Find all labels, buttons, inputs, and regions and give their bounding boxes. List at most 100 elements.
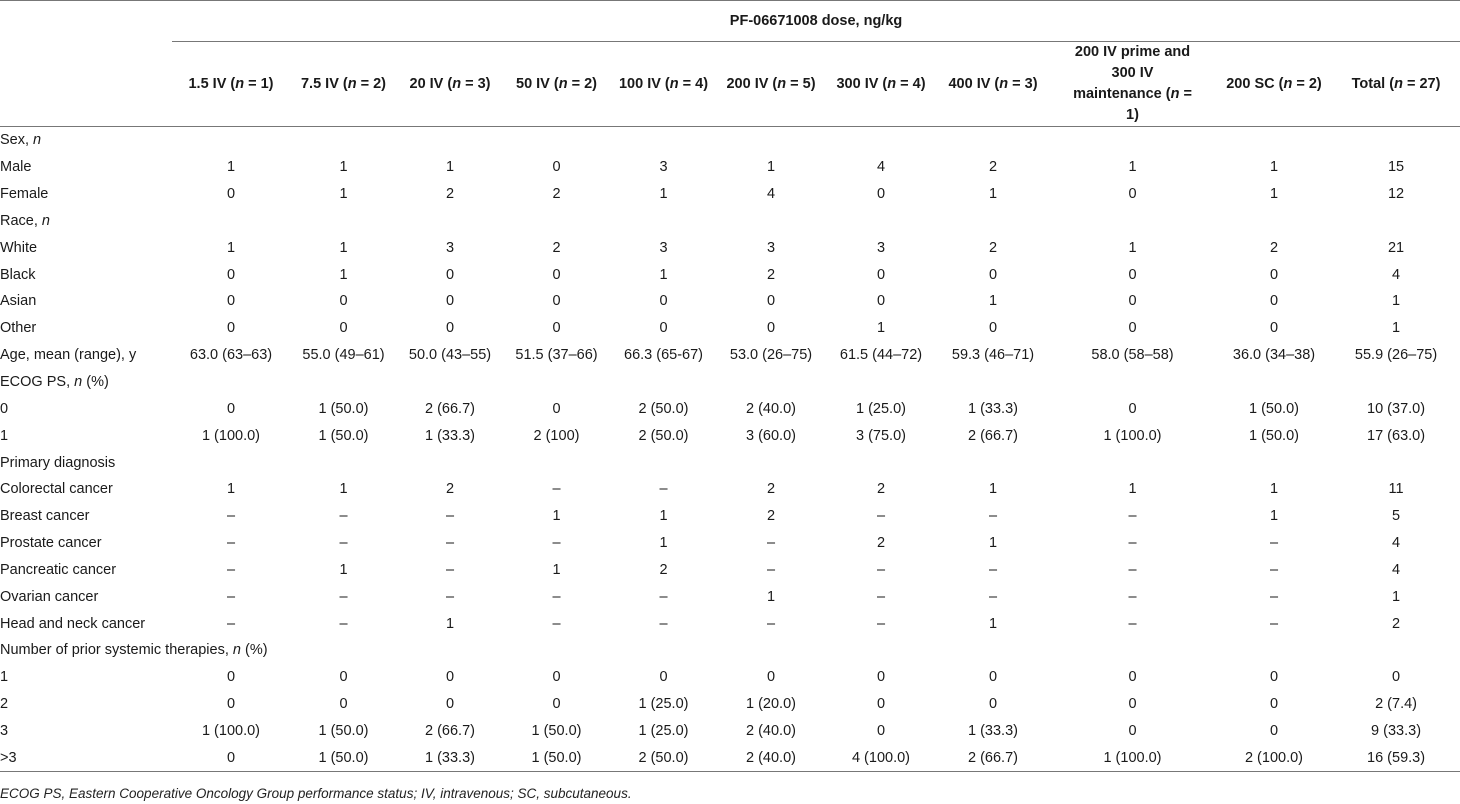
column-header-count: = 2) — [567, 75, 597, 92]
table-cell: 2 (40.0) — [746, 722, 796, 739]
table-cell: – — [226, 508, 236, 525]
row-label-text: Breast cancer — [0, 508, 90, 525]
table-cell: 0 — [766, 293, 776, 310]
table-cell: 0 — [445, 293, 455, 310]
table-cell: – — [659, 615, 668, 632]
row-label: Breast cancer — [0, 503, 172, 530]
column-header: 200 IV prime and 300 IV maintenance (n =… — [1049, 41, 1216, 127]
row-label: Pancreatic cancer — [0, 557, 172, 584]
table-cell: 0 — [339, 320, 348, 337]
table-cell: 3 — [659, 239, 668, 256]
row-label: 1 — [0, 664, 172, 691]
table-cell: 16 (59.3) — [1332, 744, 1460, 773]
table-cell — [1049, 637, 1216, 664]
row-label-text: Head and neck cancer — [0, 615, 146, 632]
table-row: 0 0 1 (50.0) 2 (66.7) 0 2 (50.0) 2 (40.0) 1 (25… — [0, 395, 1460, 422]
table-cell: 21 — [1387, 239, 1405, 256]
table-cell: 1 — [1128, 481, 1137, 498]
column-header-count: = 3) — [461, 75, 491, 92]
table-cell — [1216, 449, 1332, 476]
table-cell: 1 (50.0) — [318, 400, 369, 417]
table-cell: 0 — [1392, 669, 1401, 686]
section-label: Primary diagnosis — [0, 449, 172, 476]
table-cell: 51.5 (37–66) — [515, 347, 598, 364]
table-cell: 1 — [659, 508, 668, 525]
table-cell: 1 — [226, 481, 236, 498]
table-cell: 1 — [1269, 159, 1279, 176]
table-cell: 0 — [1269, 696, 1279, 713]
table-cell: 1 — [1392, 293, 1401, 310]
table-cell — [1332, 208, 1460, 235]
column-header-n: n — [887, 75, 897, 92]
column-header-count: = 1) — [244, 75, 274, 92]
row-label-text: Ovarian cancer — [0, 588, 99, 605]
table-cell: 2 (7.4) — [1375, 696, 1417, 713]
row-label: Ovarian cancer — [0, 583, 172, 610]
table-cell: 11 — [1388, 481, 1404, 498]
table-cell: 1 — [876, 320, 886, 337]
table-cell: 0 — [172, 744, 290, 773]
table-cell: 0 — [1128, 400, 1137, 417]
table-cell: 0 — [988, 669, 998, 686]
table-cell: 1 — [766, 588, 776, 605]
table-cell: 1 — [766, 159, 776, 176]
table-cell: – — [226, 535, 236, 552]
table-cell: – — [1128, 615, 1137, 632]
column-header-n: n — [777, 75, 787, 92]
table-cell — [397, 369, 503, 396]
table-row: Breast cancer – – – 1 1 2 – – – 1 5 — [0, 503, 1460, 530]
column-header-n: n — [999, 75, 1009, 92]
table-cell: 66.3 (65-67) — [624, 347, 703, 364]
table-body: Sex, n Male 1 1 1 0 3 1 4 2 1 1 15 Female 0 1 2 2 1 4 0 1 0 1 12… — [0, 127, 1460, 773]
table-cell: 1 — [988, 535, 998, 552]
row-label: Colorectal cancer — [0, 476, 172, 503]
table-cell: 1 — [339, 186, 348, 203]
table-cell: 0 — [339, 696, 348, 713]
table-row: Race, n — [0, 208, 1460, 235]
table-cell: – — [226, 588, 236, 605]
table-row: 1 1 (100.0) 1 (50.0) 1 (33.3) 2 (100) 2 (50.0… — [0, 422, 1460, 449]
row-label-text: 1 — [0, 427, 9, 444]
row-label-text: Prostate cancer — [0, 535, 102, 552]
table-cell: – — [339, 615, 348, 632]
table-row: Black 0 1 0 0 1 2 0 0 0 0 4 — [0, 261, 1460, 288]
table-cell: 1 — [988, 481, 998, 498]
table-cell: 0 — [766, 669, 776, 686]
table-cell: 2 — [1392, 615, 1401, 632]
column-header-count: = 2) — [1292, 75, 1322, 92]
table-cell — [610, 637, 717, 664]
row-label: Female — [0, 181, 172, 208]
table-cell: 2 — [1269, 239, 1279, 256]
table-cell: 53.0 (26–75) — [729, 347, 813, 364]
table-cell: 0 — [988, 266, 998, 283]
row-label-suffix: (%) — [240, 642, 268, 659]
table-cell: – — [226, 615, 236, 632]
table-row: Number of prior systemic therapies, n (%… — [0, 637, 1460, 664]
table-cell — [1049, 449, 1216, 476]
table-cell: 2 (40.0) — [746, 400, 796, 417]
table-cell: 0 — [552, 159, 561, 176]
table-cell: – — [445, 588, 455, 605]
table-cell: 4 — [766, 186, 776, 203]
table-cell — [610, 449, 717, 476]
row-label-text: Pancreatic cancer — [0, 561, 117, 578]
table-row: 3 1 (100.0) 1 (50.0) 2 (66.7) 1 (50.0) 1 (25.… — [0, 718, 1460, 745]
column-header-label: 200 SC ( — [1226, 75, 1284, 92]
table-cell: 1 — [226, 159, 236, 176]
row-label-text: Age, mean (range), y — [0, 347, 137, 364]
table-cell: 1 — [1128, 239, 1137, 256]
table-cell: 1 (50.0) — [531, 722, 582, 739]
table-cell: – — [1269, 588, 1279, 605]
row-label-text: Colorectal cancer — [0, 481, 113, 498]
table-cell — [1049, 127, 1216, 154]
table-cell: 17 (63.0) — [1367, 427, 1426, 444]
section-label: Sex, n — [0, 127, 172, 154]
table-cell: 2 — [552, 239, 561, 256]
table-cell: 1 (100.0) — [201, 427, 261, 444]
table-cell — [825, 208, 937, 235]
table-cell: 0 — [226, 186, 236, 203]
row-label: Prostate cancer — [0, 530, 172, 557]
table-cell — [172, 127, 290, 154]
dose-group-header: PF-06671008 dose, ng/kg — [172, 0, 1460, 42]
row-label: 3 — [0, 718, 172, 745]
